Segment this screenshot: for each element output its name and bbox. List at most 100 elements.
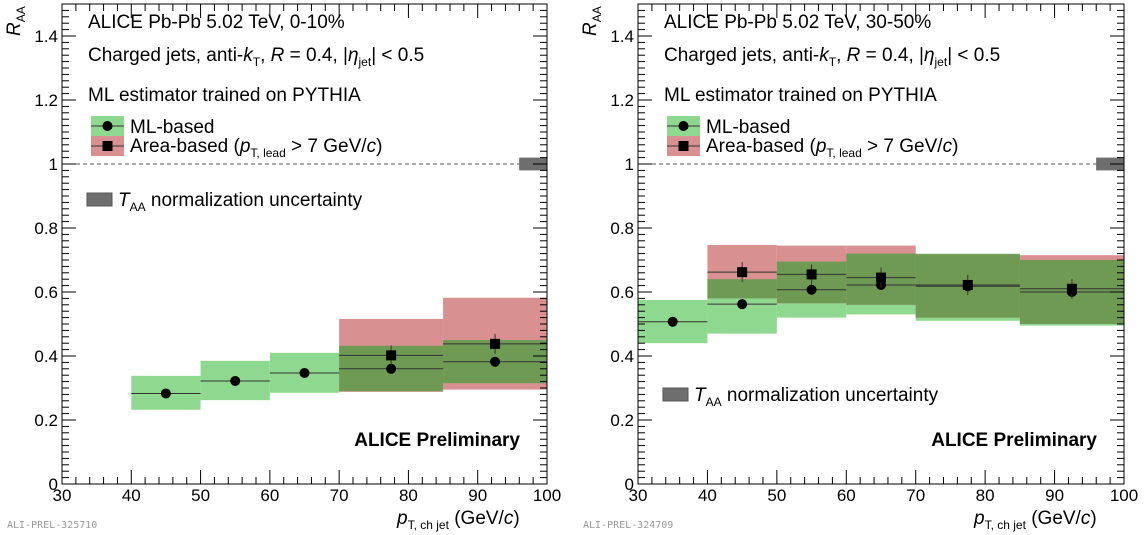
legend-ml-text: ML-based xyxy=(706,117,791,138)
x-tick-label: 60 xyxy=(260,486,279,505)
jet-def-ksub: T xyxy=(253,55,261,69)
legend-taa-swatch xyxy=(86,192,113,207)
area-data-point xyxy=(876,272,886,283)
x-tick-label: 100 xyxy=(1110,486,1138,505)
x-tick-label: 30 xyxy=(629,486,648,505)
legend-area-p: p xyxy=(239,136,251,157)
x-label-unit-c: c xyxy=(504,508,514,529)
jet-def-ksub: T xyxy=(829,55,837,69)
legend-ml-marker xyxy=(678,121,689,131)
plot-frame xyxy=(637,3,1125,485)
figure-id-tag: ALI-PREL-325710 xyxy=(7,520,97,531)
jet-def-eta: η xyxy=(924,45,935,66)
plot-frame xyxy=(61,3,548,485)
x-tick-label: 30 xyxy=(53,486,72,505)
legend-ml-marker xyxy=(102,121,113,131)
y-tick-label: 0.8 xyxy=(610,219,634,238)
legend-ml-text: ML-based xyxy=(130,117,215,138)
jet-def-k: k xyxy=(819,45,830,66)
x-label-unit-close: ) xyxy=(513,508,519,529)
y-tick-label: 0.8 xyxy=(34,219,58,238)
x-label-main: p xyxy=(973,508,985,529)
x-tick-label: 50 xyxy=(191,486,210,505)
legend-area-p: p xyxy=(815,136,827,157)
panel-central-0-10: 30 40 50 60 70 80 90 10000.20.40.60.811.21.4RAA… xyxy=(4,3,561,532)
taa-T: T xyxy=(118,190,131,211)
y-label-main: R xyxy=(580,22,601,36)
jet-def-eta: η xyxy=(348,45,359,66)
legend-area-c: c xyxy=(367,136,377,157)
panel-title: ALICE Pb-Pb 5.02 TeV, 0-10% xyxy=(88,12,345,33)
area-data-point xyxy=(490,338,501,349)
legend-area-label: Area-based (pT, lead > 7 GeV/c) xyxy=(130,136,382,160)
ml-data-point xyxy=(737,299,748,310)
x-tick-label: 50 xyxy=(767,486,786,505)
legend-taa-swatch xyxy=(662,387,689,402)
x-label-main: p xyxy=(396,508,408,529)
x-tick-label: 90 xyxy=(1045,486,1064,505)
legend-taa-label: TAA normalization uncertainty xyxy=(694,385,939,409)
legend-area-label: Area-based (pT, lead > 7 GeV/c) xyxy=(706,136,958,160)
area-data-point xyxy=(1066,283,1077,294)
taa-T: T xyxy=(694,385,707,406)
ml-data-point xyxy=(160,388,171,399)
x-axis-label: pT, ch jet (GeV/c) xyxy=(973,508,1097,532)
x-label-sub: T, ch jet xyxy=(985,518,1027,532)
jet-def-cut: | < 0.5 xyxy=(947,45,1000,66)
y-tick-label: 0.4 xyxy=(610,347,634,366)
jet-def-comma: , xyxy=(836,45,847,66)
preliminary-label: ALICE Preliminary xyxy=(354,430,520,451)
jet-def-eq: = 0.4, | xyxy=(860,45,924,66)
y-label-sub: AA xyxy=(590,6,604,22)
legend-area-marker xyxy=(102,141,113,151)
y-tick-label: 1.4 xyxy=(34,27,58,46)
x-label-sub: T, ch jet xyxy=(408,518,450,532)
legend-area-close: ) xyxy=(952,136,958,157)
legend-area-sub: T, lead xyxy=(250,146,285,160)
figure-id-tag: ALI-PREL-324709 xyxy=(583,520,673,531)
x-label-unit-close: ) xyxy=(1090,508,1096,529)
taa-text: normalization uncertainty xyxy=(146,190,363,211)
panel-semicentral-30-50: 30 40 50 60 70 80 90 10000.20.40.60.811.21.4RAA… xyxy=(580,3,1138,532)
y-axis-label: RAA xyxy=(4,6,28,36)
area-data-point xyxy=(806,269,817,280)
area-data-point xyxy=(737,267,748,278)
ml-data-point xyxy=(386,363,397,374)
jet-def-R: R xyxy=(271,45,285,66)
ml-data-point xyxy=(806,284,817,295)
legend-header: ML estimator trained on PYTHIA xyxy=(664,85,937,106)
x-tick-label: 40 xyxy=(698,486,717,505)
x-tick-label: 70 xyxy=(906,486,925,505)
legend-area-close: ) xyxy=(376,136,382,157)
x-label-unit-c: c xyxy=(1081,508,1091,529)
jet-def-text: Charged jets, anti- xyxy=(88,45,243,66)
y-tick-label: 1.2 xyxy=(34,91,58,110)
x-label-unit: (GeV/ xyxy=(449,508,505,529)
taa-text: normalization uncertainty xyxy=(722,385,939,406)
jet-definition-line: Charged jets, anti-kT, R = 0.4, |ηjet| <… xyxy=(664,45,1000,69)
area-data-point xyxy=(386,350,397,361)
jet-def-etasub: jet xyxy=(934,55,948,69)
preliminary-label: ALICE Preliminary xyxy=(931,430,1097,451)
x-tick-label: 40 xyxy=(122,486,141,505)
y-tick-label: 0 xyxy=(49,475,58,494)
jet-def-cut: | < 0.5 xyxy=(371,45,424,66)
ml-data-point xyxy=(490,356,501,367)
legend-area-sub: T, lead xyxy=(826,146,861,160)
legend-area-text: Area-based ( xyxy=(130,136,241,157)
legend-ml-label: ML-based xyxy=(706,117,791,138)
y-label-sub: AA xyxy=(14,6,28,22)
y-tick-label: 0.2 xyxy=(34,411,58,430)
y-tick-label: 0.6 xyxy=(610,283,634,302)
legend-area-marker xyxy=(678,141,689,151)
legend-header-text: ML estimator trained on PYTHIA xyxy=(664,85,937,106)
y-tick-label: 1 xyxy=(49,155,58,174)
x-tick-label: 90 xyxy=(468,486,487,505)
y-tick-label: 0.6 xyxy=(34,283,58,302)
legend-header-text: ML estimator trained on PYTHIA xyxy=(88,85,361,106)
panel-title: ALICE Pb-Pb 5.02 TeV, 30-50% xyxy=(664,12,931,33)
x-axis-label: pT, ch jet (GeV/c) xyxy=(396,508,520,532)
jet-def-R: R xyxy=(847,45,861,66)
jet-def-eq: = 0.4, | xyxy=(284,45,348,66)
